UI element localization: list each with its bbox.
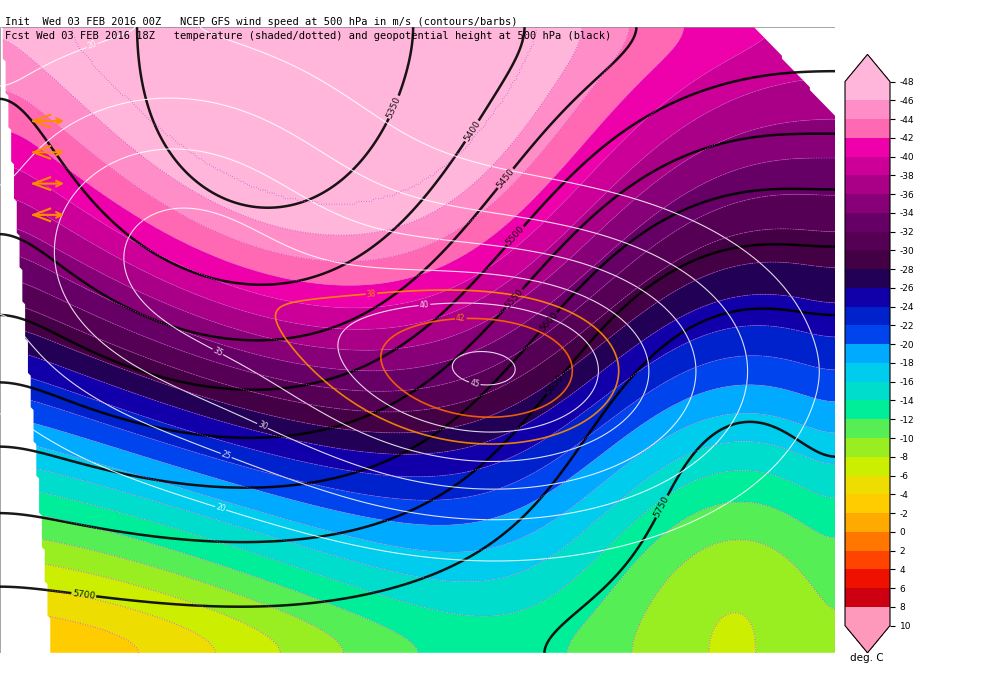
PathPatch shape: [845, 626, 890, 653]
Text: 38: 38: [366, 289, 377, 299]
Text: 5650: 5650: [544, 373, 566, 396]
Text: 30: 30: [256, 420, 269, 432]
Text: 5700: 5700: [72, 589, 96, 600]
Text: 5600: 5600: [538, 310, 560, 333]
Text: 5450: 5450: [495, 167, 516, 190]
Text: 5550: 5550: [503, 287, 525, 310]
Text: 5750: 5750: [653, 494, 671, 519]
Text: 42: 42: [456, 314, 466, 323]
Text: 5500: 5500: [504, 224, 526, 248]
Text: 5350: 5350: [385, 95, 403, 120]
Text: 5400: 5400: [462, 119, 482, 143]
Text: deg. C: deg. C: [850, 653, 884, 663]
Text: 20: 20: [215, 503, 227, 514]
Text: 35: 35: [211, 345, 224, 358]
Text: 20: 20: [86, 39, 98, 52]
Text: Fcst Wed 03 FEB 2016 18Z   temperature (shaded/dotted) and geopotential height a: Fcst Wed 03 FEB 2016 18Z temperature (sh…: [5, 31, 611, 41]
Text: 40: 40: [419, 300, 430, 310]
Text: Init  Wed 03 FEB 2016 00Z   NCEP GFS wind speed at 500 hPa in m/s (contours/barb: Init Wed 03 FEB 2016 00Z NCEP GFS wind s…: [5, 17, 518, 27]
Text: 45: 45: [469, 378, 480, 389]
Text: 25: 25: [220, 449, 232, 462]
PathPatch shape: [845, 54, 890, 82]
